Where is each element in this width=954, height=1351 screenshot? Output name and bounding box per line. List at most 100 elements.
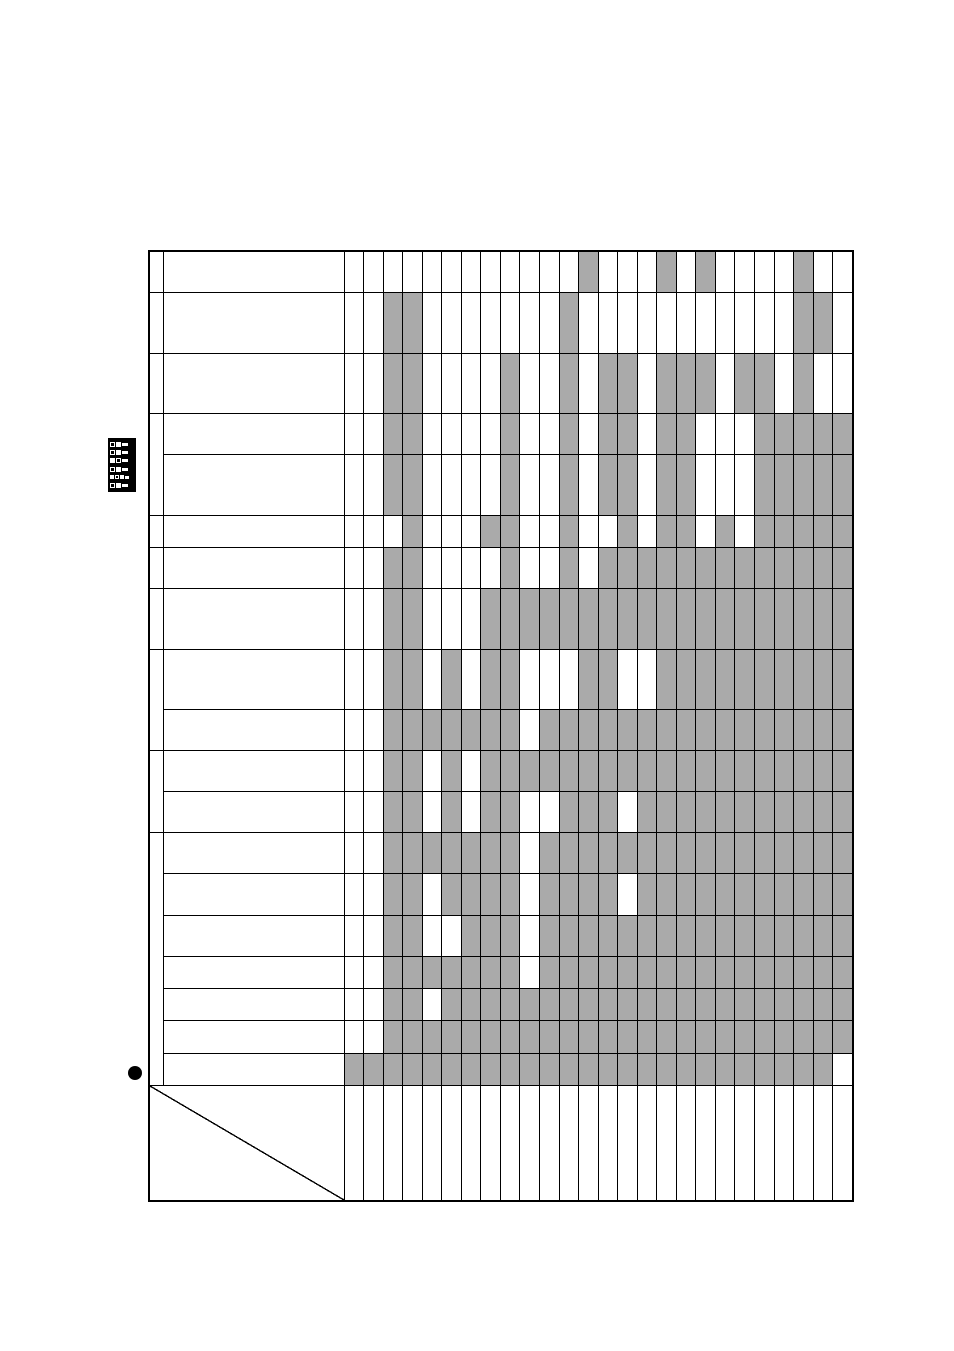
cell	[637, 988, 657, 1020]
cell	[794, 252, 814, 293]
cell	[715, 751, 735, 792]
cell	[618, 710, 638, 751]
cell	[422, 1053, 442, 1085]
cell	[422, 1021, 442, 1053]
row-label	[164, 455, 345, 516]
cell	[540, 455, 560, 516]
row-label	[164, 515, 345, 547]
cell	[442, 548, 462, 589]
cell	[637, 414, 657, 455]
cell	[657, 353, 677, 414]
cell	[715, 956, 735, 988]
cell	[637, 956, 657, 988]
cell	[403, 1053, 423, 1085]
cell	[442, 649, 462, 710]
cell	[403, 293, 423, 354]
cell	[422, 792, 442, 833]
cell	[461, 414, 481, 455]
side-icon	[108, 438, 136, 492]
cell	[676, 710, 696, 751]
cell	[481, 1021, 501, 1053]
cell	[442, 751, 462, 792]
cell	[481, 874, 501, 915]
cell	[774, 956, 794, 988]
cell	[344, 792, 364, 833]
cell	[540, 988, 560, 1020]
cell	[500, 353, 520, 414]
cell	[461, 252, 481, 293]
cell	[833, 988, 853, 1020]
cell	[383, 1021, 403, 1053]
cell	[520, 515, 540, 547]
cell	[657, 710, 677, 751]
cell	[344, 455, 364, 516]
cell	[344, 1053, 364, 1085]
cell	[540, 414, 560, 455]
cell	[735, 515, 755, 547]
group-cell	[150, 751, 164, 833]
cell	[598, 293, 618, 354]
cell	[500, 915, 520, 956]
cell	[715, 710, 735, 751]
cell	[696, 988, 716, 1020]
cell	[422, 649, 442, 710]
cell	[813, 915, 833, 956]
cell	[833, 874, 853, 915]
cell	[481, 1053, 501, 1085]
cell	[755, 792, 775, 833]
cell	[755, 710, 775, 751]
cell	[344, 293, 364, 354]
cell	[500, 515, 520, 547]
cell	[774, 915, 794, 956]
cell	[618, 515, 638, 547]
cell	[481, 252, 501, 293]
cell	[657, 988, 677, 1020]
cell	[364, 649, 384, 710]
cell	[383, 792, 403, 833]
cell	[481, 293, 501, 354]
cell	[559, 1021, 579, 1053]
col-label	[422, 1086, 442, 1201]
cell	[774, 751, 794, 792]
cell	[774, 589, 794, 650]
cell	[403, 792, 423, 833]
cell	[500, 751, 520, 792]
cell	[833, 353, 853, 414]
cell	[598, 455, 618, 516]
cell	[383, 956, 403, 988]
cell	[403, 252, 423, 293]
cell	[540, 1021, 560, 1053]
cell	[794, 589, 814, 650]
cell	[520, 792, 540, 833]
cell	[676, 353, 696, 414]
cell	[755, 833, 775, 874]
cell	[403, 414, 423, 455]
cell	[344, 1021, 364, 1053]
cell	[735, 548, 755, 589]
cell	[618, 649, 638, 710]
cell	[696, 751, 716, 792]
cell	[364, 751, 384, 792]
cell	[461, 915, 481, 956]
col-label	[442, 1086, 462, 1201]
cell	[442, 515, 462, 547]
cell	[735, 915, 755, 956]
row-label	[164, 751, 345, 792]
cell	[344, 874, 364, 915]
cell	[364, 1053, 384, 1085]
cell	[833, 649, 853, 710]
col-label	[540, 1086, 560, 1201]
cell	[500, 874, 520, 915]
cell	[794, 915, 814, 956]
cell	[461, 353, 481, 414]
cell	[442, 915, 462, 956]
cell	[794, 548, 814, 589]
cell	[403, 874, 423, 915]
col-label	[618, 1086, 638, 1201]
cell	[500, 589, 520, 650]
cell	[794, 956, 814, 988]
col-label	[500, 1086, 520, 1201]
col-label	[598, 1086, 618, 1201]
cell	[383, 710, 403, 751]
cell	[774, 515, 794, 547]
